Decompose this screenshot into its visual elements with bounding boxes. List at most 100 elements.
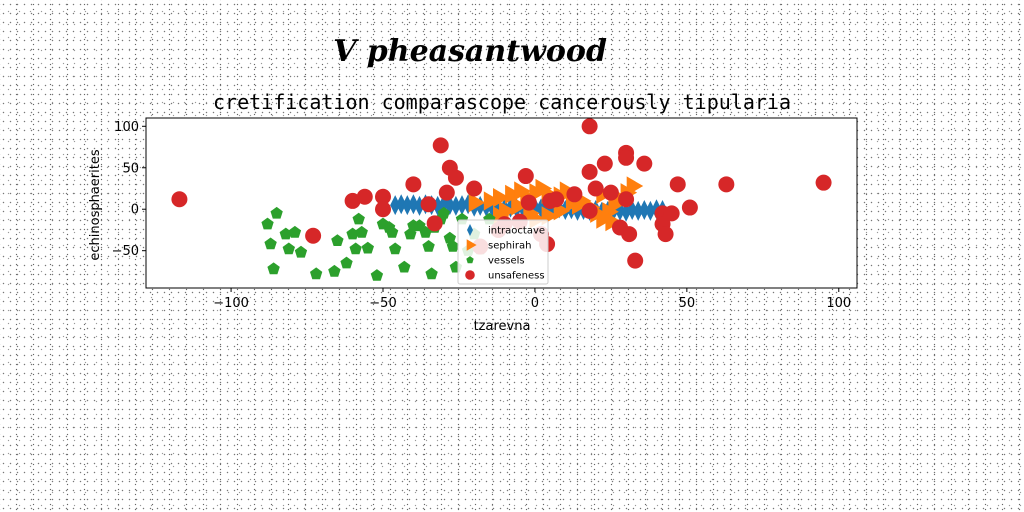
point-unsafeness bbox=[681, 199, 698, 216]
point-intraoctave bbox=[457, 195, 467, 216]
point-vessels bbox=[398, 260, 411, 273]
y-axis-label: echinosphaerites bbox=[88, 149, 103, 260]
point-vessels bbox=[352, 212, 365, 225]
point-vessels bbox=[446, 240, 460, 252]
y-tick-label: 100 bbox=[114, 120, 139, 135]
point-vessels bbox=[328, 264, 341, 277]
point-vessels bbox=[261, 217, 274, 230]
y-tick-label: 0 bbox=[131, 203, 139, 218]
point-vessels bbox=[389, 242, 402, 255]
plot-frame bbox=[145, 117, 858, 289]
x-axis-label: tzarevna bbox=[474, 319, 531, 334]
chart-suptitle: V pheasantwood bbox=[333, 34, 607, 69]
point-unsafeness bbox=[432, 137, 449, 154]
point-sephirah bbox=[511, 196, 528, 216]
point-unsafeness bbox=[669, 176, 686, 193]
point-vessels bbox=[425, 267, 438, 280]
chart-title: cretification comparascope cancerously t… bbox=[213, 90, 791, 114]
y-tick-label: −50 bbox=[112, 244, 139, 259]
x-tick-label: −50 bbox=[369, 296, 396, 311]
point-vessels bbox=[419, 225, 432, 238]
point-intraoctave bbox=[633, 200, 644, 221]
point-unsafeness bbox=[447, 169, 464, 186]
point-unsafeness bbox=[517, 168, 534, 185]
point-unsafeness bbox=[627, 252, 644, 269]
point-vessels bbox=[264, 237, 277, 250]
point-unsafeness bbox=[718, 176, 735, 193]
legend-frame bbox=[457, 219, 549, 285]
point-unsafeness bbox=[356, 188, 373, 205]
point-intraoctave bbox=[396, 194, 407, 215]
point-unsafeness bbox=[548, 191, 565, 208]
point-intraoctave bbox=[639, 200, 650, 220]
legend-label-intraoctave: intraoctave bbox=[488, 226, 545, 237]
point-vessels bbox=[331, 234, 344, 246]
y-tick-label: 50 bbox=[122, 161, 139, 176]
point-sephirah bbox=[605, 212, 622, 232]
point-intraoctave bbox=[450, 195, 461, 216]
point-unsafeness bbox=[602, 184, 619, 201]
point-vessels bbox=[270, 206, 283, 219]
point-unsafeness bbox=[426, 215, 443, 232]
legend-marker-sephirah bbox=[466, 239, 477, 251]
point-vessels bbox=[288, 225, 302, 238]
point-unsafeness bbox=[344, 192, 361, 209]
point-unsafeness bbox=[618, 191, 635, 208]
point-intraoctave bbox=[390, 195, 401, 216]
point-unsafeness bbox=[375, 188, 391, 205]
point-unsafeness bbox=[420, 196, 437, 213]
point-unsafeness bbox=[466, 180, 483, 197]
legend-marker-vessels bbox=[466, 256, 474, 264]
point-sephirah bbox=[483, 191, 501, 211]
point-vessels bbox=[267, 262, 280, 275]
point-unsafeness bbox=[815, 174, 832, 191]
point-vessels bbox=[349, 242, 362, 255]
point-vessels bbox=[294, 245, 308, 258]
point-sephirah bbox=[493, 188, 510, 208]
point-vessels bbox=[310, 267, 323, 280]
legend-label-vessels: vessels bbox=[488, 256, 525, 267]
point-unsafeness bbox=[520, 194, 537, 211]
point-unsafeness bbox=[375, 201, 391, 218]
point-unsafeness bbox=[405, 176, 422, 193]
point-unsafeness bbox=[566, 186, 583, 203]
point-vessels bbox=[282, 242, 295, 255]
point-vessels bbox=[340, 256, 353, 269]
point-intraoctave bbox=[402, 195, 413, 216]
point-unsafeness bbox=[636, 155, 653, 172]
legend: intraoctave sephirah vessels unsafeness bbox=[457, 219, 549, 285]
point-unsafeness bbox=[587, 180, 604, 197]
point-unsafeness bbox=[581, 118, 598, 135]
point-intraoctave bbox=[645, 200, 656, 221]
point-unsafeness bbox=[305, 227, 322, 244]
point-vessels bbox=[422, 240, 435, 252]
point-unsafeness bbox=[618, 149, 635, 166]
point-vessels bbox=[437, 206, 450, 219]
ticks-layer: −100 −50 0 50 100 −50 0 50 100 bbox=[112, 120, 852, 311]
x-tick-label: 0 bbox=[531, 296, 539, 311]
x-tick-label: 50 bbox=[679, 296, 696, 311]
point-sephirah bbox=[468, 193, 486, 213]
point-unsafeness bbox=[581, 163, 598, 180]
point-unsafeness bbox=[438, 184, 455, 201]
point-vessels bbox=[355, 225, 368, 238]
point-unsafeness bbox=[581, 202, 598, 219]
point-unsafeness bbox=[621, 226, 638, 243]
point-unsafeness bbox=[663, 205, 680, 222]
point-intraoctave bbox=[408, 194, 419, 215]
point-vessels bbox=[361, 241, 374, 254]
legend-marker-intraoctave bbox=[467, 224, 473, 236]
point-sephirah bbox=[626, 176, 644, 196]
legend-label-unsafeness: unsafeness bbox=[488, 271, 545, 282]
point-vessels bbox=[385, 225, 399, 238]
point-unsafeness bbox=[171, 191, 188, 208]
point-vessels bbox=[370, 269, 384, 281]
point-unsafeness bbox=[657, 226, 674, 243]
x-tick-label: −100 bbox=[213, 296, 249, 311]
point-unsafeness bbox=[596, 155, 613, 172]
point-sephirah bbox=[505, 184, 522, 204]
legend-marker-unsafeness bbox=[465, 270, 475, 280]
x-tick-label: 100 bbox=[826, 296, 851, 311]
legend-label-sephirah: sephirah bbox=[488, 241, 531, 252]
